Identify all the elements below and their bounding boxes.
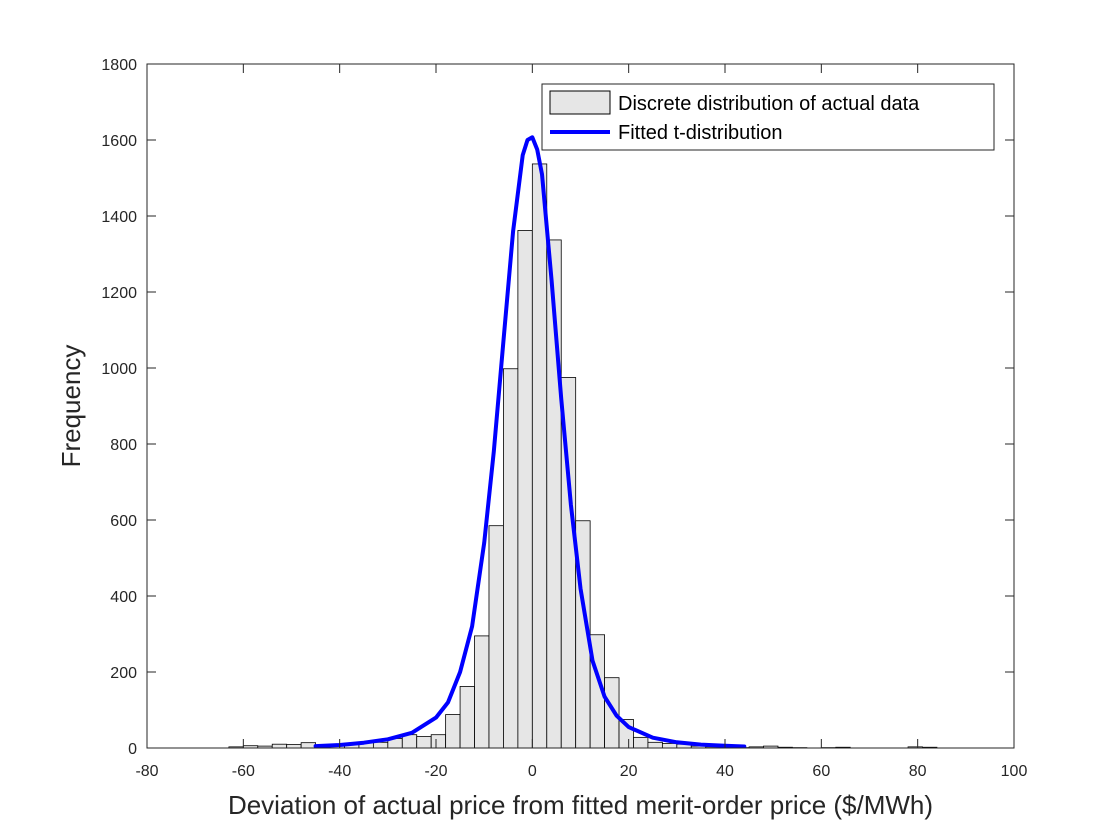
y-tick-label: 1600 [101, 133, 137, 150]
y-tick-label: 1200 [101, 285, 137, 302]
y-tick-label: 400 [110, 589, 137, 606]
x-tick-label: 20 [620, 763, 638, 780]
y-axis-label: Frequency [56, 345, 86, 468]
x-tick-label: 0 [528, 763, 537, 780]
legend-label-fit: Fitted t-distribution [618, 122, 783, 144]
x-tick-label: 100 [1001, 763, 1028, 780]
x-tick-label: -40 [328, 763, 351, 780]
axis-ticks: -80 -60 -40 -20 0 20 40 60 80 1000200400600800100… [101, 57, 1027, 780]
histogram-bar [372, 741, 389, 749]
x-tick-label: -80 [135, 763, 158, 780]
y-tick-label: 800 [110, 437, 137, 454]
histogram-bar [459, 686, 475, 749]
histogram-bar [445, 714, 461, 749]
histogram-bar [531, 163, 548, 749]
legend-box [541, 83, 995, 151]
x-tick-label: 40 [716, 763, 734, 780]
histogram-bar [300, 742, 316, 749]
x-tick-label: -20 [424, 763, 447, 780]
histogram-bar [633, 736, 649, 749]
y-tick-label: 1400 [101, 209, 137, 226]
histogram-bars [228, 163, 938, 749]
histogram-bar [517, 230, 533, 749]
legend: Discrete distribution of actual data Fit… [541, 83, 995, 151]
y-tick-label: 1000 [101, 361, 137, 378]
y-tick-label: 200 [110, 665, 137, 682]
y-tick-label: 1800 [101, 57, 137, 74]
histogram-bar [271, 743, 288, 749]
plot-frame [146, 63, 1015, 749]
histogram-bar [474, 635, 490, 749]
histogram-bar [661, 743, 678, 749]
histogram-bar [416, 736, 432, 749]
histogram-bar [488, 525, 504, 749]
x-tick-label: 80 [909, 763, 927, 780]
y-tick-label: 0 [128, 741, 137, 758]
legend-swatch-histogram [549, 90, 611, 115]
fitted-t-distribution-line [313, 135, 747, 749]
legend-label-histogram: Discrete distribution of actual data [618, 93, 920, 115]
histogram-bar [503, 368, 519, 749]
histogram-bar [430, 734, 447, 749]
y-tick-label: 600 [110, 513, 137, 530]
x-tick-label: 60 [812, 763, 830, 780]
histogram-bar [286, 744, 302, 749]
histogram-bar [647, 741, 663, 749]
x-axis-label: Deviation of actual price from fitted me… [228, 790, 933, 820]
x-tick-label: -60 [232, 763, 255, 780]
